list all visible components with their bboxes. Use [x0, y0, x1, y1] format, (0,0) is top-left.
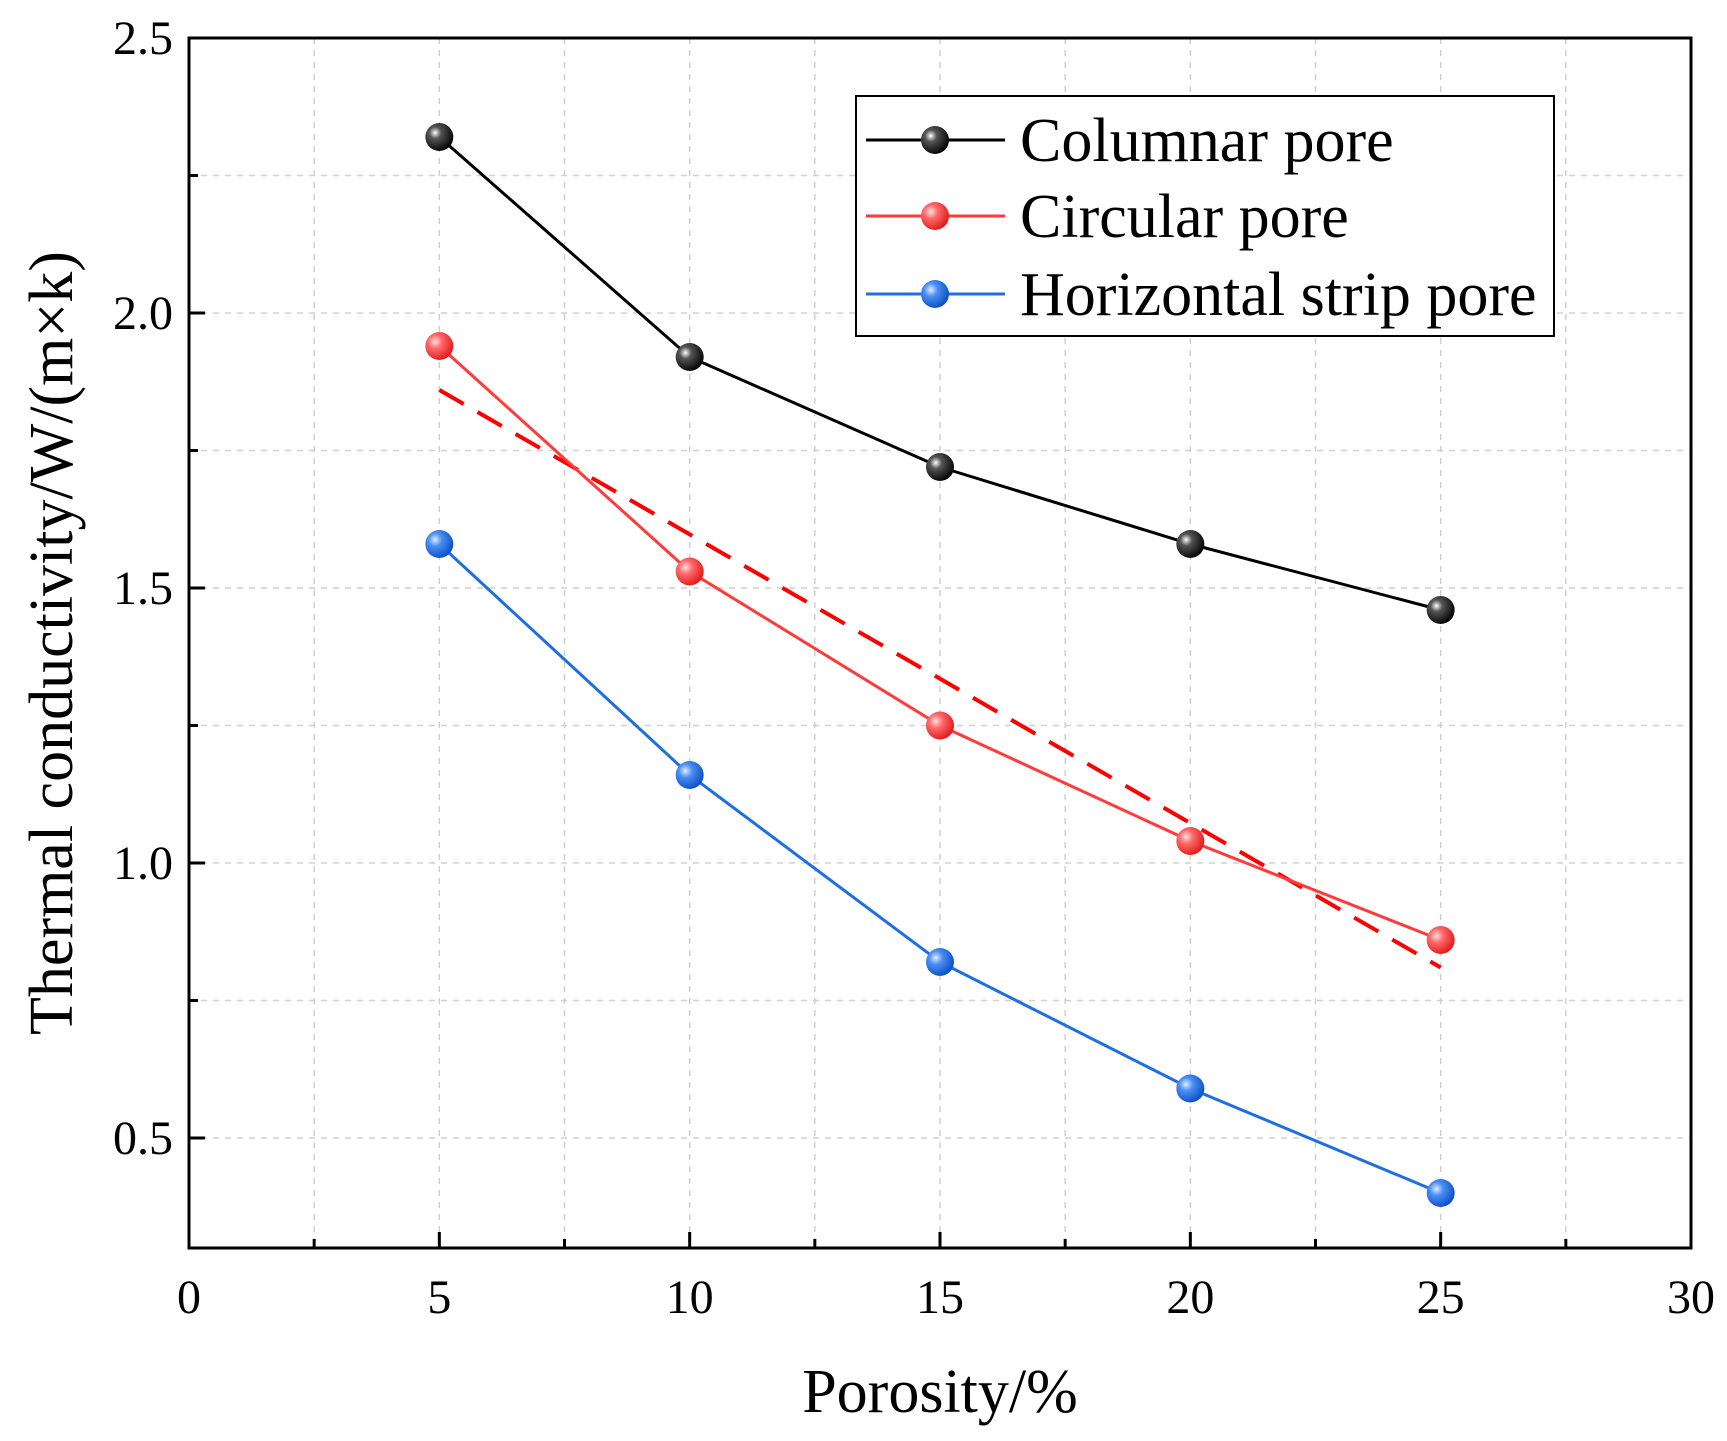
y-axis: 0.5 1.0 1.5 2.0 2.5: [113, 12, 205, 1165]
x-tick-label: 25: [1417, 1271, 1465, 1324]
data-point-horizontal-strip-pore: [1176, 1074, 1205, 1103]
trendline-group: [438, 388, 1442, 970]
legend-label-horizontal-strip: Horizontal strip pore: [1020, 261, 1537, 329]
legend-label-columnar: Columnar pore: [1020, 107, 1394, 175]
x-tick-label: 15: [916, 1271, 964, 1324]
x-axis-title: Porosity/%: [802, 1358, 1078, 1426]
x-tick-label: 0: [177, 1271, 201, 1324]
y-tick-label: 1.5: [113, 562, 173, 615]
legend-item-columnar: Columnar pore: [866, 107, 1394, 175]
legend-item-horizontal-strip: Horizontal strip pore: [866, 261, 1537, 329]
data-point-columnar-pore: [1176, 530, 1205, 558]
data-point-circular-pore: [926, 711, 954, 740]
trendline-circular-pore: [438, 388, 1442, 970]
y-tick-label: 2.0: [113, 287, 173, 340]
data-point-columnar-pore: [425, 123, 454, 151]
data-point-circular-pore: [1426, 926, 1455, 954]
x-tick-label: 30: [1667, 1271, 1715, 1324]
legend-marker-circular: [921, 202, 949, 230]
y-tick-label: 0.5: [113, 1112, 173, 1165]
legend: Columnar pore Circular pore Horizontal s…: [855, 95, 1555, 337]
data-point-horizontal-strip-pore: [675, 761, 704, 789]
y-axis-title: Thermal conductivity/W/(m×k): [18, 251, 86, 1035]
x-tick-label: 10: [666, 1271, 714, 1324]
data-point-circular-pore: [1176, 827, 1205, 855]
data-point-horizontal-strip-pore: [425, 530, 454, 558]
data-point-columnar-pore: [1426, 596, 1455, 624]
legend-marker-horizontal-strip: [921, 280, 949, 308]
legend-label-circular: Circular pore: [1020, 183, 1349, 251]
y-tick-label: 2.5: [113, 12, 173, 65]
legend-item-circular: Circular pore: [866, 183, 1349, 251]
x-tick-label: 5: [427, 1271, 451, 1324]
data-point-columnar-pore: [926, 453, 954, 481]
legend-marker-columnar: [921, 126, 949, 154]
data-point-horizontal-strip-pore: [1426, 1179, 1455, 1207]
series-markers: [425, 123, 1455, 1207]
x-axis: 0 5 10 15 20 25 30: [177, 1232, 1715, 1324]
data-point-horizontal-strip-pore: [926, 948, 954, 976]
data-point-circular-pore: [675, 557, 704, 586]
y-tick-label: 1.0: [113, 837, 173, 890]
data-point-columnar-pore: [675, 343, 704, 371]
data-point-circular-pore: [425, 332, 454, 360]
x-tick-label: 20: [1166, 1271, 1214, 1324]
